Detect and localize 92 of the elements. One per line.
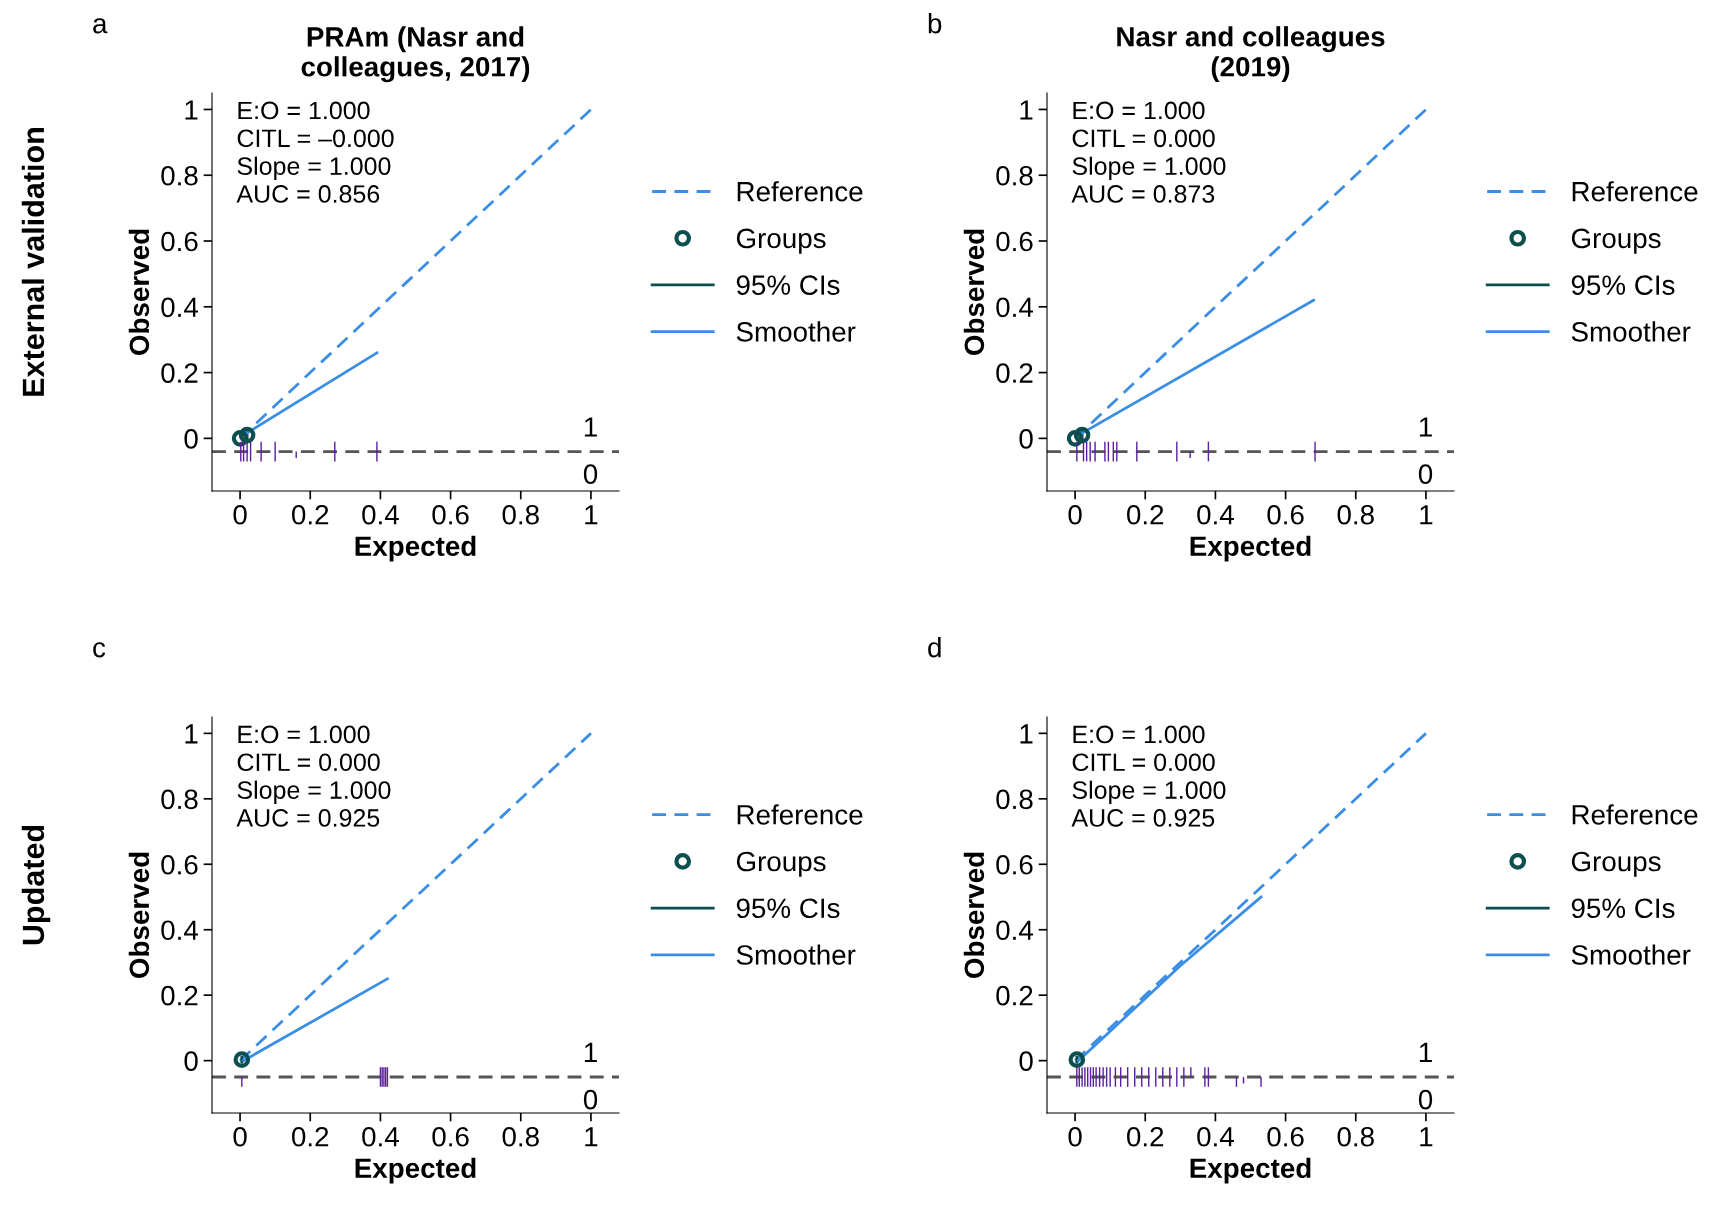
legend-label: Groups xyxy=(1571,851,1661,877)
annotation: 0 xyxy=(1418,1089,1433,1110)
y-tick-label: 0.2 xyxy=(161,985,198,1006)
y-tick-label: 0.2 xyxy=(996,363,1033,383)
x-tick-label: 1 xyxy=(585,1127,598,1147)
legend-label: Reference xyxy=(737,181,863,202)
y-axis-title: Observed xyxy=(963,852,985,978)
y-axis-title: Observed xyxy=(128,852,150,978)
x-tick-label: 0 xyxy=(1068,1126,1082,1147)
x-tick-label: 0.8 xyxy=(1337,504,1374,525)
text: a xyxy=(93,18,108,34)
x-tick-label: 0.4 xyxy=(362,1126,399,1147)
legend-label: Groups xyxy=(1571,228,1661,254)
x-tick-label: 0 xyxy=(233,1126,247,1147)
y-tick-label: 0.8 xyxy=(161,789,198,810)
legend-label: Reference xyxy=(737,804,863,825)
annotation: 1 xyxy=(584,417,597,437)
x-tick-label: 0.6 xyxy=(1267,504,1304,525)
legend-label: Smoother xyxy=(1571,944,1691,965)
chart-title: Nasr and colleagues (2019) xyxy=(1117,26,1385,83)
annotation: 1 xyxy=(1419,417,1432,437)
legend-label: 95% CIs xyxy=(1571,275,1675,295)
x-axis-title: Expected xyxy=(1190,1157,1311,1184)
y-tick-label: 0.8 xyxy=(161,165,198,186)
y-tick-label: 0.6 xyxy=(161,231,198,252)
annotation: E:O = 1.000 CITL = –0.000 Slope = 1.000 AUC = 0.856 xyxy=(236,101,394,203)
x-tick-label: 0.2 xyxy=(1127,504,1164,525)
text: External validation xyxy=(21,128,45,396)
legend-label: Groups xyxy=(736,228,826,254)
y-tick-label: 0.8 xyxy=(996,789,1033,810)
y-tick-label: 0.6 xyxy=(161,854,198,875)
legend-label: Reference xyxy=(1572,804,1698,825)
legend-label: Groups xyxy=(736,851,826,877)
text: b xyxy=(928,13,942,34)
x-tick-label: 0.6 xyxy=(432,504,469,525)
legend-label: Smoother xyxy=(1571,321,1691,342)
y-tick-label: 0.6 xyxy=(996,854,1033,875)
annotation: 1 xyxy=(1419,1042,1432,1062)
legend-label: 95% CIs xyxy=(736,898,840,919)
y-tick-label: 0.6 xyxy=(996,231,1033,252)
annotation: E:O = 1.000 CITL = 0.000 Slope = 1.000 AUC = 0.873 xyxy=(1071,101,1226,203)
y-tick-label: 0 xyxy=(184,429,198,449)
y-tick-label: 0 xyxy=(184,1051,198,1071)
y-tick-label: 1 xyxy=(185,100,198,120)
legend-label: 95% CIs xyxy=(736,275,840,295)
y-tick-label: 1 xyxy=(185,724,198,744)
y-tick-label: 0.4 xyxy=(996,920,1033,941)
text: Updated xyxy=(21,825,51,945)
x-tick-label: 0.2 xyxy=(1127,1126,1164,1147)
annotation: 0 xyxy=(583,1089,598,1110)
x-tick-label: 0.4 xyxy=(362,504,399,525)
y-tick-label: 0 xyxy=(1019,429,1033,449)
text: d xyxy=(928,637,941,658)
y-tick-label: 0 xyxy=(1019,1051,1033,1071)
annotation: E:O = 1.000 CITL = 0.000 Slope = 1.000 AUC = 0.925 xyxy=(1071,725,1226,827)
x-axis-title: Expected xyxy=(355,1157,476,1184)
y-axis-title: Observed xyxy=(963,229,985,355)
y-tick-label: 0.2 xyxy=(161,363,198,383)
legend-label: Smoother xyxy=(736,321,856,342)
y-tick-label: 0.8 xyxy=(996,165,1033,186)
annotation: E:O = 1.000 CITL = 0.000 Slope = 1.000 AUC = 0.925 xyxy=(236,725,391,827)
y-tick-label: 0.4 xyxy=(161,297,198,318)
x-tick-label: 0 xyxy=(1068,504,1082,525)
x-tick-label: 0.2 xyxy=(292,504,329,525)
x-tick-label: 0.8 xyxy=(1337,1126,1374,1147)
x-tick-label: 0.8 xyxy=(502,1126,539,1147)
text: c xyxy=(93,642,106,658)
x-tick-label: 0 xyxy=(233,504,247,525)
y-tick-label: 0.4 xyxy=(161,920,198,941)
x-tick-label: 0.4 xyxy=(1197,1126,1234,1147)
y-tick-label: 0.2 xyxy=(996,985,1033,1006)
legend-label: 95% CIs xyxy=(1571,898,1675,919)
x-tick-label: 1 xyxy=(1420,1127,1433,1147)
chart-title: PRAm (Nasr and colleagues, 2017) xyxy=(301,26,530,83)
annotation: 0 xyxy=(583,464,598,484)
y-tick-label: 0.4 xyxy=(996,297,1033,318)
x-tick-label: 0.6 xyxy=(1267,1126,1304,1147)
x-tick-label: 1 xyxy=(1420,505,1433,525)
y-axis-title: Observed xyxy=(128,229,150,355)
x-tick-label: 0.6 xyxy=(432,1126,469,1147)
legend-label: Smoother xyxy=(736,944,856,965)
x-tick-label: 0.2 xyxy=(292,1126,329,1147)
x-tick-label: 0.4 xyxy=(1197,504,1234,525)
x-axis-title: Expected xyxy=(1190,535,1311,562)
x-axis-title: Expected xyxy=(355,535,476,562)
annotation: 1 xyxy=(584,1042,597,1062)
legend-label: Reference xyxy=(1572,181,1698,202)
x-tick-label: 0.8 xyxy=(502,504,539,525)
annotation: 0 xyxy=(1418,464,1433,484)
x-tick-label: 1 xyxy=(585,505,598,525)
y-tick-label: 1 xyxy=(1020,100,1033,120)
y-tick-label: 1 xyxy=(1020,724,1033,744)
